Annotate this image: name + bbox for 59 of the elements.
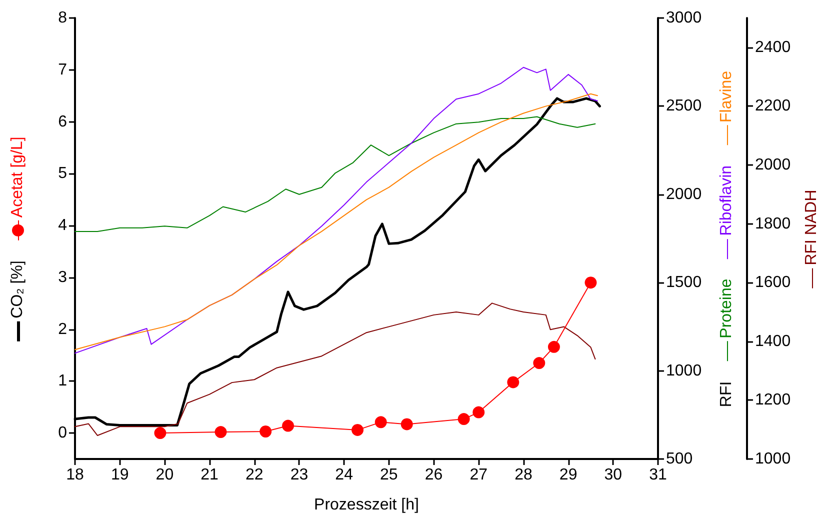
x-tick-label: 30 bbox=[604, 466, 622, 484]
point bbox=[260, 426, 272, 438]
point bbox=[352, 424, 364, 436]
y3-tick-label: 1000 bbox=[755, 450, 791, 468]
y-tick-label: 5 bbox=[58, 165, 68, 182]
x-tick-label: 25 bbox=[380, 466, 398, 484]
point bbox=[400, 418, 413, 430]
y2-tick-label: 1500 bbox=[666, 274, 702, 292]
text: Acetat [g/L] bbox=[9, 136, 27, 218]
y-tick-label: 2 bbox=[58, 320, 68, 338]
y3-tick-label: 2000 bbox=[755, 156, 791, 174]
y3-tick-label: 1400 bbox=[755, 332, 791, 350]
y-tick-label: 6 bbox=[58, 113, 68, 130]
point bbox=[214, 426, 227, 438]
y-tick-label: 8 bbox=[58, 10, 68, 26]
y-tick-label: 3 bbox=[58, 268, 68, 286]
point bbox=[584, 276, 597, 289]
y3-tick-label: 1800 bbox=[755, 215, 791, 232]
y-tick-label: 7 bbox=[58, 61, 68, 78]
x-tick-label: 24 bbox=[335, 466, 354, 484]
y2-axis-title: RFI bbox=[718, 380, 736, 407]
y3-tick-label: 2200 bbox=[755, 98, 791, 115]
x-tick-label: 20 bbox=[156, 466, 174, 484]
y-tick-label: 0 bbox=[58, 424, 68, 442]
point bbox=[374, 416, 387, 428]
y2-tick-label: 2500 bbox=[666, 98, 702, 115]
x-tick-label: 26 bbox=[424, 466, 443, 484]
point bbox=[282, 420, 294, 432]
point bbox=[458, 413, 470, 426]
point bbox=[548, 340, 560, 353]
text: CO₂ [%] bbox=[9, 260, 27, 318]
text: RFI NADH bbox=[803, 189, 821, 265]
y-tick-label: 4 bbox=[58, 217, 68, 234]
y3-tick-label: 2400 bbox=[755, 38, 791, 56]
text: Proteine bbox=[718, 278, 736, 338]
x-tick-label: 18 bbox=[66, 466, 84, 484]
y-tick-label: 1 bbox=[58, 372, 68, 390]
text: Riboflavin bbox=[718, 164, 736, 236]
x-tick-label: 23 bbox=[290, 466, 308, 484]
y2-tick-label: 2000 bbox=[666, 186, 702, 203]
x-tick-label: 27 bbox=[470, 466, 488, 484]
text: Flavine bbox=[718, 70, 736, 122]
y2-tick-label: 1000 bbox=[666, 362, 702, 380]
y3-tick-label: 1200 bbox=[755, 392, 791, 409]
point bbox=[507, 376, 520, 388]
x-tick-label: 22 bbox=[245, 466, 264, 484]
line-series bbox=[74, 116, 596, 232]
x-tick-label: 29 bbox=[559, 466, 578, 484]
x-axis-title: Prozesszeit [h] bbox=[314, 496, 419, 514]
x-tick-label: 28 bbox=[514, 466, 532, 484]
y3-tick-label: 1600 bbox=[755, 274, 791, 292]
y2-tick-label: 3000 bbox=[666, 10, 702, 26]
point bbox=[533, 357, 546, 370]
x-tick-label: 31 bbox=[649, 466, 667, 484]
point bbox=[154, 427, 166, 440]
x-tick-label: 21 bbox=[200, 466, 219, 484]
point bbox=[472, 406, 485, 418]
x-tick-label: 19 bbox=[110, 466, 129, 484]
y2-tick-label: 500 bbox=[666, 450, 693, 468]
